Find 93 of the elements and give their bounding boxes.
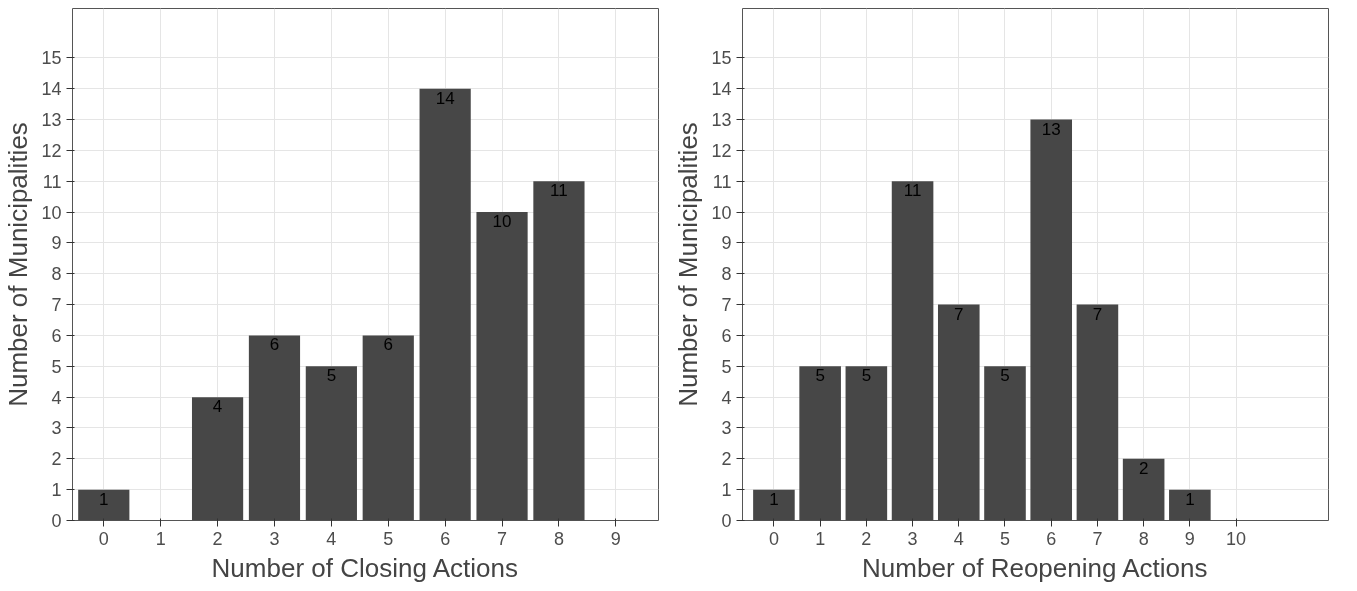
bar [419, 88, 471, 521]
y-tick-label: 13 [41, 110, 62, 131]
data-label: 10 [492, 212, 512, 232]
bar [248, 335, 301, 521]
data-label: 2 [1138, 458, 1149, 478]
x-tick-label: 1 [155, 528, 166, 549]
y-tick-label: 13 [711, 110, 732, 131]
y-tick-label: 1 [51, 480, 62, 501]
bar [753, 489, 795, 521]
x-tick-label: 8 [553, 528, 564, 549]
bar [1030, 119, 1073, 521]
y-axis-title: Number of Municipalities [673, 122, 704, 407]
y-tick-label: 4 [51, 387, 62, 408]
bar [1122, 458, 1165, 521]
x-axis-title: Number of Closing Actions [211, 552, 518, 583]
bar [1169, 489, 1211, 521]
x-tick-label: 4 [953, 528, 964, 549]
data-label: 1 [1185, 489, 1195, 509]
y-tick-label: 12 [711, 140, 732, 161]
y-tick-label: 5 [721, 356, 732, 377]
x-tick-label: 9 [610, 528, 621, 549]
y-tick-label: 1 [721, 480, 732, 501]
x-tick-label: 2 [861, 528, 872, 549]
y-tick-label: 2 [51, 449, 62, 470]
x-tick-label: 7 [1092, 528, 1103, 549]
x-tick-label: 6 [440, 528, 451, 549]
y-tick-label: 4 [721, 387, 732, 408]
y-tick-label: 8 [51, 264, 62, 285]
y-tick-label: 2 [721, 449, 732, 470]
bar [845, 366, 888, 521]
y-tick-label: 14 [41, 79, 62, 100]
data-label: 11 [903, 181, 922, 201]
data-label: 6 [383, 335, 393, 355]
data-label: 6 [269, 335, 280, 355]
bar [799, 366, 841, 521]
y-tick-label: 0 [721, 511, 732, 531]
x-tick-label: 5 [999, 528, 1011, 549]
bar [984, 366, 1026, 521]
y-tick-label: 8 [721, 264, 732, 285]
bar [305, 366, 357, 521]
x-tick-label: 6 [1046, 528, 1057, 549]
x-tick-label: 7 [497, 528, 508, 549]
data-label: 1 [769, 489, 779, 509]
x-tick-label: 2 [212, 528, 223, 549]
bar [891, 181, 934, 521]
data-label: 11 [550, 181, 568, 201]
bar [78, 489, 130, 521]
y-tick-label: 10 [711, 202, 732, 223]
data-label: 14 [435, 88, 455, 108]
y-tick-label: 7 [721, 295, 732, 316]
bar [362, 335, 414, 521]
x-tick-label: 0 [98, 528, 109, 549]
x-tick-label: 9 [1184, 528, 1195, 549]
data-label: 4 [212, 397, 223, 417]
bar [1076, 304, 1119, 521]
y-tick-label: 11 [42, 171, 62, 192]
y-tick-label: 15 [41, 48, 62, 69]
x-tick-label: 1 [815, 528, 826, 549]
data-label: 7 [1092, 304, 1103, 324]
y-tick-label: 11 [712, 171, 732, 192]
y-tick-label: 6 [721, 325, 732, 346]
bar [533, 181, 585, 521]
x-tick-label: 5 [383, 528, 394, 549]
bar [937, 304, 980, 521]
y-tick-label: 5 [51, 356, 62, 377]
y-tick-label: 7 [51, 295, 62, 316]
data-label: 5 [815, 366, 825, 386]
y-tick-label: 6 [51, 325, 62, 346]
y-tick-label: 12 [41, 140, 62, 161]
data-label: 5 [326, 366, 337, 386]
bar [476, 212, 528, 521]
data-label: 13 [1041, 119, 1061, 139]
data-label: 7 [954, 304, 964, 324]
data-label: 5 [861, 366, 872, 386]
x-tick-label: 8 [1138, 528, 1149, 549]
x-tick-label: 0 [768, 528, 779, 549]
y-tick-label: 9 [721, 233, 732, 254]
y-tick-label: 15 [711, 48, 732, 69]
data-label: 5 [1000, 366, 1010, 386]
x-tick-label: 3 [269, 528, 280, 549]
y-tick-label: 3 [721, 418, 732, 439]
y-tick-label: 0 [51, 511, 62, 531]
y-tick-label: 10 [41, 202, 62, 223]
x-tick-label: 4 [326, 528, 337, 549]
y-tick-label: 14 [711, 79, 732, 100]
y-tick-label: 3 [51, 418, 62, 439]
x-axis-title: Number of Reopening Actions [862, 552, 1208, 583]
y-tick-label: 9 [51, 233, 62, 254]
data-label: 1 [99, 489, 109, 509]
x-tick-label: 3 [907, 528, 918, 549]
y-axis-title: Number of Municipalities [3, 122, 34, 407]
bar [191, 397, 244, 521]
x-tick-label: 10 [1226, 528, 1247, 549]
